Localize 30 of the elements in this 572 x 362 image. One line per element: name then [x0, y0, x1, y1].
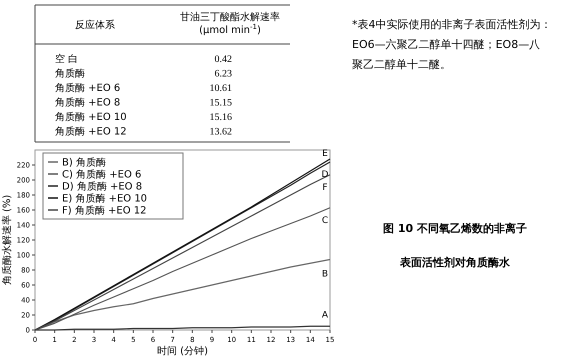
annotation: E — [322, 149, 328, 160]
line-series — [34, 207, 331, 331]
legend-label: B) 角质酶 — [62, 156, 106, 168]
annotation: F — [322, 182, 328, 193]
data-label: 15.16 — [210, 112, 232, 123]
legend-label: E) 角质酶 +EO 10 — [62, 192, 148, 204]
legend-label: F) 角质酶 +EO 12 — [62, 204, 146, 216]
data-label: 6.23 — [214, 68, 232, 80]
text: 甘油三丁酸酯水解速率 (μmol min$^{-1}$) — [180, 11, 280, 36]
category-label: 角质酶 — [55, 68, 85, 80]
category-label: 空 白 — [55, 53, 78, 65]
category-label: 角质酶 +EO 10 — [55, 111, 127, 123]
category-label: 角质酶 +EO 12 — [55, 126, 127, 138]
data-label: 0.42 — [214, 54, 232, 65]
annotation: D — [322, 170, 329, 180]
annotation: A — [322, 310, 329, 320]
legend-label: D) 角质酶 +EO 8 — [62, 180, 142, 192]
annotation: C — [322, 216, 328, 226]
data-label: 15.15 — [210, 98, 232, 108]
text: *表4中实际使用的非离子表面活性剂为：EO6—六聚乙二醇单十四醚；EO8—八聚乙二醇单十二醚。 — [352, 18, 552, 71]
x-axis-title: 时间 (分钟) — [157, 345, 208, 357]
legend-label: C) 角质酶 +EO 6 — [62, 168, 142, 180]
category-label: 角质酶 +EO 8 — [55, 96, 120, 108]
data-label: 13.62 — [210, 126, 232, 138]
y-axis-title: 角质酶水解速率 (%) — [1, 194, 13, 286]
text: 反应体系 — [75, 19, 115, 31]
category-label: 角质酶 +EO 6 — [55, 82, 120, 94]
annotation: B — [322, 270, 328, 280]
data-label: 10.61 — [210, 83, 232, 94]
chart-title: 图 10 不同氧乙烯数的非离子表面活性剂对角质酶水 — [383, 222, 527, 269]
